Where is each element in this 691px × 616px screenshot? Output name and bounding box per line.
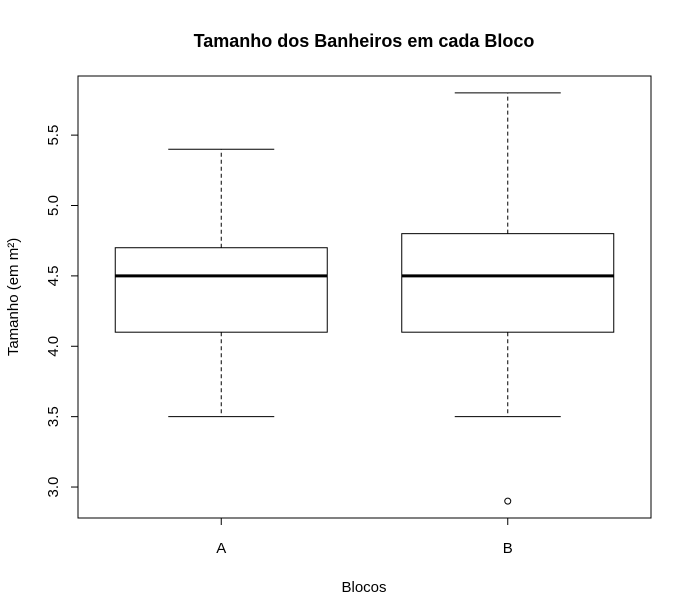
y-tick-label: 3.5 — [45, 406, 62, 427]
box-group-a — [114, 148, 328, 418]
y-axis: 3.0 3.5 4.0 4.5 5.0 5.5 — [45, 125, 79, 498]
y-tick-label: 4.5 — [45, 265, 62, 286]
x-tick-label: A — [216, 540, 226, 557]
y-tick-label: 5.0 — [45, 195, 62, 216]
box-group-b — [401, 92, 615, 505]
outlier-point — [504, 497, 512, 505]
chart-title: Tamanho dos Banheiros em cada Bloco — [194, 31, 535, 51]
y-tick-label: 4.0 — [45, 336, 62, 357]
x-axis-title: Blocos — [341, 579, 386, 596]
y-tick-label: 3.0 — [45, 477, 62, 498]
x-tick-label: B — [503, 540, 513, 557]
box-iqr — [401, 233, 615, 333]
y-axis-title: Tamanho (em m²) — [5, 238, 22, 356]
boxes-layer — [114, 92, 615, 505]
y-tick-label: 5.5 — [45, 125, 62, 146]
box-iqr — [114, 247, 328, 333]
